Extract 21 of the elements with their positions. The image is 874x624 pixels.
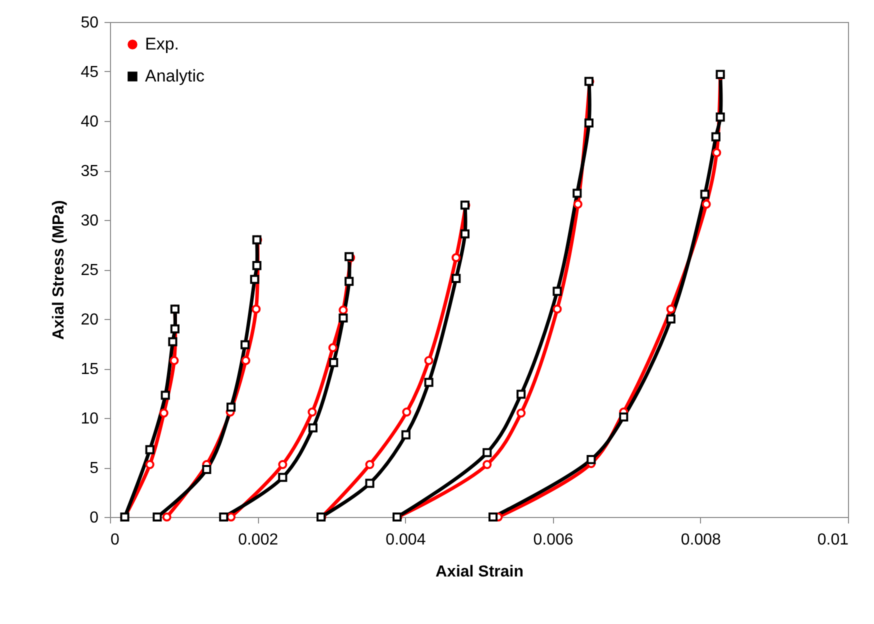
y-tick-label: 35 [80,163,99,180]
y-tick-label: 40 [80,114,99,130]
y-tick-label: 20 [80,312,99,328]
x-tick-label: 0.006 [533,532,574,548]
y-axis-title: Axial Stress (MPa) [50,200,68,340]
y-tick-label: 25 [80,262,99,279]
x-tick-label: 0.01 [817,532,849,548]
y-tick-label: 0 [90,510,99,526]
x-tick-label: 0.002 [238,532,278,548]
x-axis-title: Axial Strain [435,564,524,580]
legend-label: Exp. [145,34,180,54]
y-tick-label: 15 [80,361,99,378]
y-tick-label: 5 [90,460,99,477]
y-tick-label: 10 [80,410,99,428]
y-tick-label: 50 [80,14,99,32]
legend-label: Analytic [145,66,206,86]
x-tick-label: 0.008 [680,532,722,548]
x-tick-label: 0 [110,532,120,548]
x-tick-label: 0.004 [386,532,426,548]
y-tick-label: 45 [80,64,99,81]
y-tick-label: 30 [80,212,99,230]
